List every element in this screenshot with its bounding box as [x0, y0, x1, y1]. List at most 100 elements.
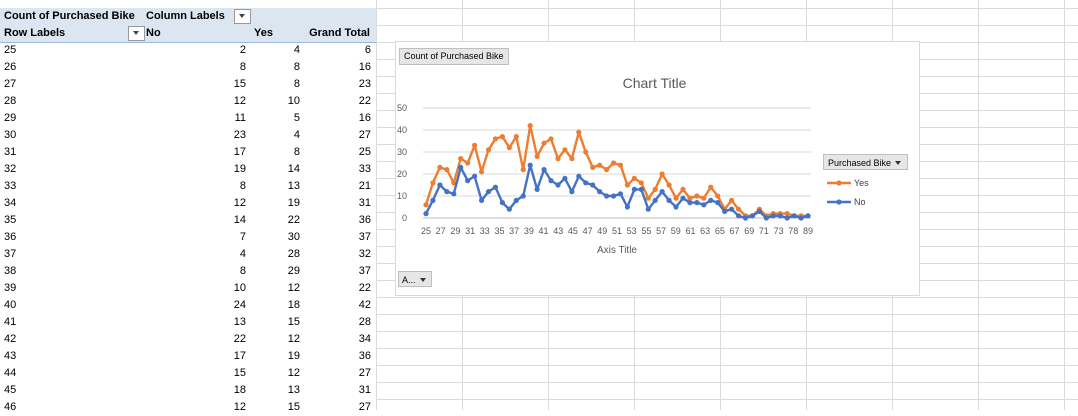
data-point-no	[437, 182, 443, 188]
cell-no: 23	[233, 129, 246, 141]
data-point-yes	[659, 171, 665, 177]
x-tick-label: 51	[612, 226, 622, 236]
row-label: 25	[4, 44, 17, 56]
cell-yes: 29	[287, 265, 300, 277]
x-tick-label: 29	[450, 226, 460, 236]
table-row[interactable]: 25 2 4 6	[0, 42, 376, 59]
y-tick-label: 30	[397, 147, 407, 157]
grid-row-line	[376, 297, 1078, 298]
data-point-no	[444, 189, 450, 195]
table-row[interactable]: 38 8 29 37	[0, 263, 376, 280]
data-point-no	[513, 197, 519, 203]
cell-no: 14	[233, 214, 246, 226]
table-row[interactable]: 27 15 8 23	[0, 76, 376, 93]
cell-grand-total: 23	[358, 78, 371, 90]
data-point-no	[659, 189, 665, 195]
table-row[interactable]: 44 15 12 27	[0, 365, 376, 382]
cell-grand-total: 31	[358, 384, 371, 396]
pivot-chart[interactable]: Count of Purchased Bike Chart Title 0 10 2…	[395, 41, 920, 296]
table-row[interactable]: 39 10 12 22	[0, 280, 376, 297]
x-tick-label: 53	[627, 226, 637, 236]
pivot-value-field-label[interactable]: Count of Purchased Bike	[4, 10, 135, 22]
data-point-yes	[534, 153, 540, 159]
table-row[interactable]: 28 12 10 22	[0, 93, 376, 110]
cell-no: 18	[233, 384, 246, 396]
chart-title[interactable]: Chart Title	[622, 75, 687, 91]
table-row[interactable]: 30 23 4 27	[0, 127, 376, 144]
data-point-no	[624, 204, 631, 210]
data-point-yes	[562, 147, 568, 153]
cell-yes: 18	[287, 299, 300, 311]
data-point-no	[506, 206, 512, 212]
row-label: 43	[4, 350, 17, 362]
table-row[interactable]: 40 24 18 42	[0, 297, 376, 314]
data-point-no	[499, 200, 505, 206]
data-point-yes	[597, 162, 603, 168]
cell-yes: 15	[287, 316, 300, 328]
table-row[interactable]: 31 17 8 25	[0, 144, 376, 161]
data-point-yes	[576, 129, 582, 135]
data-point-yes	[694, 193, 700, 199]
cell-no: 4	[239, 248, 246, 260]
data-point-no	[645, 206, 651, 212]
table-row[interactable]: 26 8 8 16	[0, 59, 376, 76]
column-labels-dropdown[interactable]	[234, 9, 251, 24]
cell-yes: 8	[293, 61, 300, 73]
axis-field-button[interactable]: A...	[398, 271, 432, 287]
data-point-no	[701, 202, 707, 208]
table-row[interactable]: 33 8 13 21	[0, 178, 376, 195]
cell-no: 17	[233, 146, 246, 158]
data-point-yes	[735, 206, 742, 212]
data-point-no	[729, 206, 735, 212]
data-point-yes	[652, 186, 658, 192]
cell-yes: 19	[287, 350, 300, 362]
table-row[interactable]: 29 11 5 16	[0, 110, 376, 127]
data-point-yes	[555, 156, 561, 162]
legend-field-button[interactable]: Purchased Bike	[823, 154, 908, 170]
grid-row-line	[376, 365, 1078, 366]
table-row[interactable]: 42 22 12 34	[0, 331, 376, 348]
table-row[interactable]: 36 7 30 37	[0, 229, 376, 246]
cell-yes: 4	[293, 44, 300, 56]
table-row[interactable]: 37 4 28 32	[0, 246, 376, 263]
cell-grand-total: 33	[358, 163, 371, 175]
data-point-yes	[472, 142, 478, 148]
data-point-no	[569, 189, 575, 195]
data-point-no	[756, 208, 762, 214]
table-row[interactable]: 35 14 22 36	[0, 212, 376, 229]
data-point-no	[791, 213, 797, 219]
row-label: 45	[4, 384, 17, 396]
data-point-no	[562, 175, 568, 181]
cell-no: 8	[239, 180, 246, 192]
data-point-yes	[784, 211, 790, 217]
table-row[interactable]: 43 17 19 36	[0, 348, 376, 365]
table-row[interactable]: 46 12 15 27	[0, 399, 376, 416]
row-label: 42	[4, 333, 17, 345]
y-tick-label: 20	[397, 169, 407, 179]
cell-grand-total: 22	[358, 95, 371, 107]
data-point-no	[722, 208, 728, 214]
cell-yes: 12	[287, 282, 300, 294]
table-row[interactable]: 34 12 19 31	[0, 195, 376, 212]
data-point-no	[687, 200, 693, 206]
data-point-no	[735, 213, 742, 219]
y-tick-label: 40	[397, 125, 407, 135]
data-point-no	[673, 204, 679, 210]
cell-grand-total: 22	[358, 282, 371, 294]
table-row[interactable]: 41 13 15 28	[0, 314, 376, 331]
row-label: 34	[4, 197, 17, 209]
x-tick-label: 61	[685, 226, 695, 236]
x-tick-label: 39	[524, 226, 534, 236]
row-label: 32	[4, 163, 17, 175]
cell-grand-total: 21	[358, 180, 371, 192]
data-point-no	[465, 178, 471, 184]
table-row[interactable]: 45 18 13 31	[0, 382, 376, 399]
data-point-yes	[645, 195, 651, 201]
data-point-yes	[603, 167, 610, 173]
value-field-button[interactable]: Count of Purchased Bike	[399, 48, 509, 65]
data-point-no	[638, 186, 644, 192]
table-row[interactable]: 32 19 14 33	[0, 161, 376, 178]
x-tick-label: 67	[730, 226, 740, 236]
row-labels-dropdown[interactable]	[128, 26, 145, 41]
data-point-yes	[478, 169, 485, 175]
